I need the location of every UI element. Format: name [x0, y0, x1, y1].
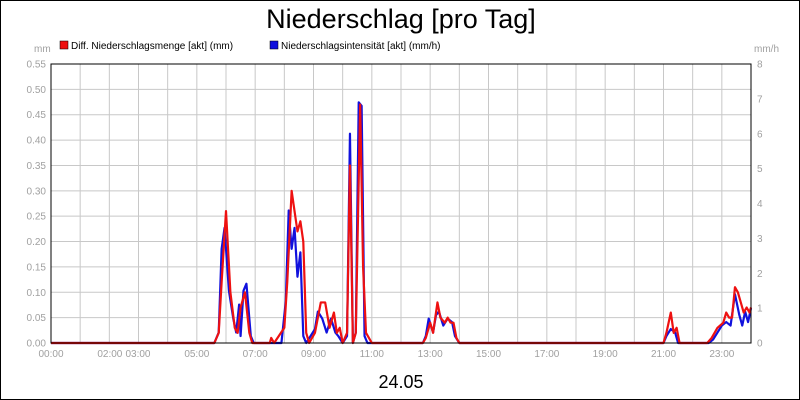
left-axis-tick-label: 0.30: [27, 186, 47, 197]
legend-label-intensitaet: Niederschlagsintensität [akt] (mm/h): [281, 41, 441, 52]
legend-swatch-intensitaet: [269, 40, 279, 50]
left-axis-tick-label: 0.45: [27, 110, 47, 121]
x-axis-tick-label: 13:00: [418, 349, 443, 360]
x-axis-tick-label: 23:00: [709, 349, 734, 360]
x-axis-tick-label: 17:00: [534, 349, 559, 360]
left-axis-tick-label: 0.55: [27, 60, 47, 71]
left-axis-ticks: 0.00 0.05 0.10 0.15 0.20 0.25 0.30 0.35 0.40 0.45…: [27, 60, 47, 350]
left-axis-tick-label: 0.15: [27, 262, 47, 273]
left-axis-tick-label: 0.35: [27, 161, 47, 172]
x-axis-ticks: 00:00 02:00 03:00 05:00 07:00 09:00 11:00 13:00…: [38, 349, 734, 360]
x-axis-tick-label: 15:00: [476, 349, 501, 360]
x-axis-tick-label: 21:00: [651, 349, 676, 360]
left-axis-unit: mm: [34, 44, 51, 55]
left-axis-tick-label: 0.25: [27, 212, 47, 223]
right-axis-tick-label: 7: [757, 94, 763, 105]
x-axis-tick-label: 19:00: [593, 349, 618, 360]
right-axis-ticks: 0 1 2 3 4 5 6 7 8: [757, 60, 763, 350]
legend-label-menge: Diff. Niederschlagsmenge [akt] (mm): [71, 41, 233, 52]
legend-swatch-menge: [59, 40, 69, 50]
left-axis-tick-label: 0.50: [27, 85, 47, 96]
right-axis-tick-label: 6: [757, 129, 763, 140]
left-axis-tick-label: 0.00: [27, 339, 47, 350]
x-axis-tick-label: 11:00: [360, 349, 385, 360]
chart-title: Niederschlag [pro Tag]: [266, 4, 536, 34]
date-label: 24.05: [378, 372, 423, 392]
right-axis-tick-label: 5: [757, 164, 763, 175]
right-axis-tick-label: 1: [757, 304, 763, 315]
right-axis-tick-label: 2: [757, 269, 763, 280]
x-axis-tick-label: 02:00: [97, 349, 122, 360]
left-axis-tick-label: 0.10: [27, 288, 47, 299]
legend: Diff. Niederschlagsmenge [akt] (mm) Nied…: [59, 40, 441, 52]
grid: [51, 64, 751, 343]
right-axis-tick-label: 8: [757, 60, 763, 71]
x-axis-tick-label: 00:00: [38, 349, 63, 360]
right-axis-tick-label: 4: [757, 199, 763, 210]
right-axis-unit: mm/h: [754, 44, 779, 55]
x-axis-tick-label: 07:00: [243, 349, 268, 360]
x-axis-tick-label: 05:00: [184, 349, 209, 360]
left-axis-tick-label: 0.05: [27, 313, 47, 324]
plot-border: [50, 63, 752, 344]
x-axis-tick-label: 03:00: [125, 349, 150, 360]
right-axis-tick-label: 0: [757, 339, 763, 350]
x-axis-tick-label: 09:00: [301, 349, 326, 360]
left-axis-tick-label: 0.20: [27, 237, 47, 248]
right-axis-tick-label: 3: [757, 234, 763, 245]
left-axis-tick-label: 0.40: [27, 136, 47, 147]
